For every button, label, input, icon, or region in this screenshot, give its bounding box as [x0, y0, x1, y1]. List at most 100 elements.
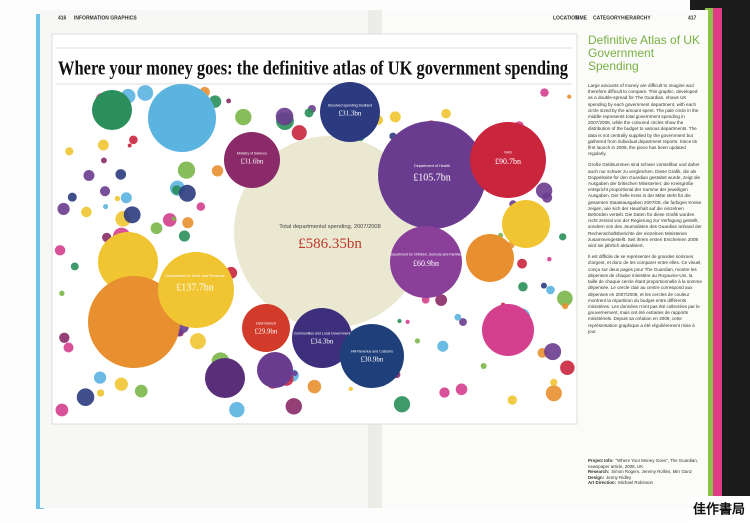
small-bubble — [547, 256, 552, 262]
small-bubble — [517, 258, 528, 269]
small-bubble — [480, 363, 487, 370]
credit-text: Jenny Ridley — [606, 474, 632, 480]
small-bubble — [235, 108, 252, 126]
article: Definitive Atlas of UK Government Spendi… — [588, 34, 702, 340]
bubble — [466, 234, 514, 282]
small-bubble — [439, 387, 450, 398]
small-bubble — [459, 318, 467, 326]
bubble-label: Ministry of Defence — [237, 152, 267, 156]
small-bubble — [129, 135, 138, 145]
bubble — [482, 304, 534, 356]
small-bubble — [518, 281, 528, 292]
small-bubble — [171, 216, 177, 221]
bubble-value: £31.3bn — [339, 110, 362, 118]
small-bubble — [67, 192, 77, 202]
small-bubble — [96, 389, 105, 397]
small-bubble — [454, 313, 462, 321]
credit-label: Design: — [588, 474, 605, 480]
page-number: 416 — [58, 15, 67, 21]
bubble — [340, 324, 404, 388]
small-bubble — [226, 98, 232, 104]
bubble-label: Devolved spending Scotland — [328, 104, 372, 108]
bubble — [320, 82, 380, 142]
small-bubble — [540, 88, 549, 97]
small-bubble — [150, 222, 163, 235]
small-bubble — [178, 230, 190, 242]
bubble-label: Department for Work and Pensions — [165, 274, 224, 278]
small-bubble — [137, 85, 154, 101]
small-bubble — [535, 182, 553, 199]
small-bubble — [76, 388, 95, 407]
bubble — [242, 304, 290, 352]
credit: Design: Jenny Ridley — [588, 475, 702, 481]
small-bubble — [182, 217, 194, 229]
small-bubble — [307, 379, 322, 394]
bubble — [470, 122, 546, 198]
small-bubble — [55, 403, 69, 417]
small-bubble — [435, 294, 448, 306]
bubble-value: £34.3bn — [311, 338, 334, 346]
nav-item: HIERARCHY — [621, 15, 651, 21]
bubble-value: £30.9bn — [361, 356, 384, 364]
small-bubble — [211, 165, 224, 177]
small-bubble — [544, 343, 562, 361]
article-heading: Definitive Atlas of UK Government Spendi… — [588, 33, 701, 73]
page-edge — [712, 8, 722, 508]
bubble-value: £29.9bn — [255, 328, 278, 336]
small-bubble — [389, 111, 401, 123]
infographic-title: Where your money goes: the definitive at… — [58, 58, 568, 80]
small-bubble — [178, 184, 196, 202]
small-bubble — [348, 386, 353, 392]
small-bubble — [63, 342, 74, 353]
small-bubble — [189, 333, 206, 350]
credit: Art Direction: Michael Robinson — [588, 480, 702, 486]
bubble — [502, 200, 550, 248]
small-bubble — [97, 139, 109, 151]
bubble-value: £90.7bn — [495, 157, 521, 166]
credit: Project Info: “Where Your Money Goes”, Th… — [588, 458, 702, 469]
bubble — [92, 90, 132, 130]
credits: Project Info: “Where Your Money Goes”, Th… — [588, 458, 702, 486]
bubble — [224, 132, 280, 188]
small-bubble — [546, 285, 555, 295]
bubble — [257, 352, 293, 388]
small-bubble — [114, 195, 121, 202]
page-edge — [705, 8, 713, 508]
small-bubble — [134, 384, 148, 398]
small-bubble — [54, 245, 66, 256]
bubble — [234, 136, 426, 328]
small-bubble — [559, 233, 567, 241]
bubble — [390, 226, 462, 298]
credit-label: Project Info: — [588, 458, 614, 463]
bubble-label: Communities and Local Government — [294, 332, 351, 336]
small-bubble — [120, 192, 132, 204]
small-bubble — [229, 401, 245, 418]
small-bubble — [65, 147, 74, 156]
small-bubble — [114, 377, 128, 391]
bubble — [148, 84, 216, 152]
watermark: 佳作書局 — [693, 501, 745, 516]
small-bubble — [405, 319, 410, 324]
bubble-value: £105.7bn — [413, 172, 451, 183]
small-bubble — [285, 398, 302, 415]
small-bubble — [83, 169, 95, 181]
paragraph: Große Geldsummen sind schwer vorstellbar… — [588, 162, 702, 249]
credit-label: Art Direction: — [588, 480, 617, 486]
small-bubble — [275, 107, 294, 126]
small-bubble — [162, 213, 177, 227]
small-bubble — [99, 186, 111, 197]
small-bubble — [567, 94, 572, 99]
bubble — [205, 358, 245, 398]
small-bubble — [57, 202, 70, 216]
small-bubble — [81, 206, 92, 218]
small-bubble — [292, 370, 298, 377]
small-bubble — [507, 395, 517, 405]
watermark-box — [688, 496, 750, 523]
small-bubble — [437, 340, 449, 352]
bubble-label: Debt interest — [256, 322, 276, 326]
bubble-value: £31.6bn — [241, 158, 264, 166]
bubble-labels: Total departmental spending, 2007/2008 £5… — [165, 104, 521, 364]
credit-label: Research: — [588, 469, 610, 475]
